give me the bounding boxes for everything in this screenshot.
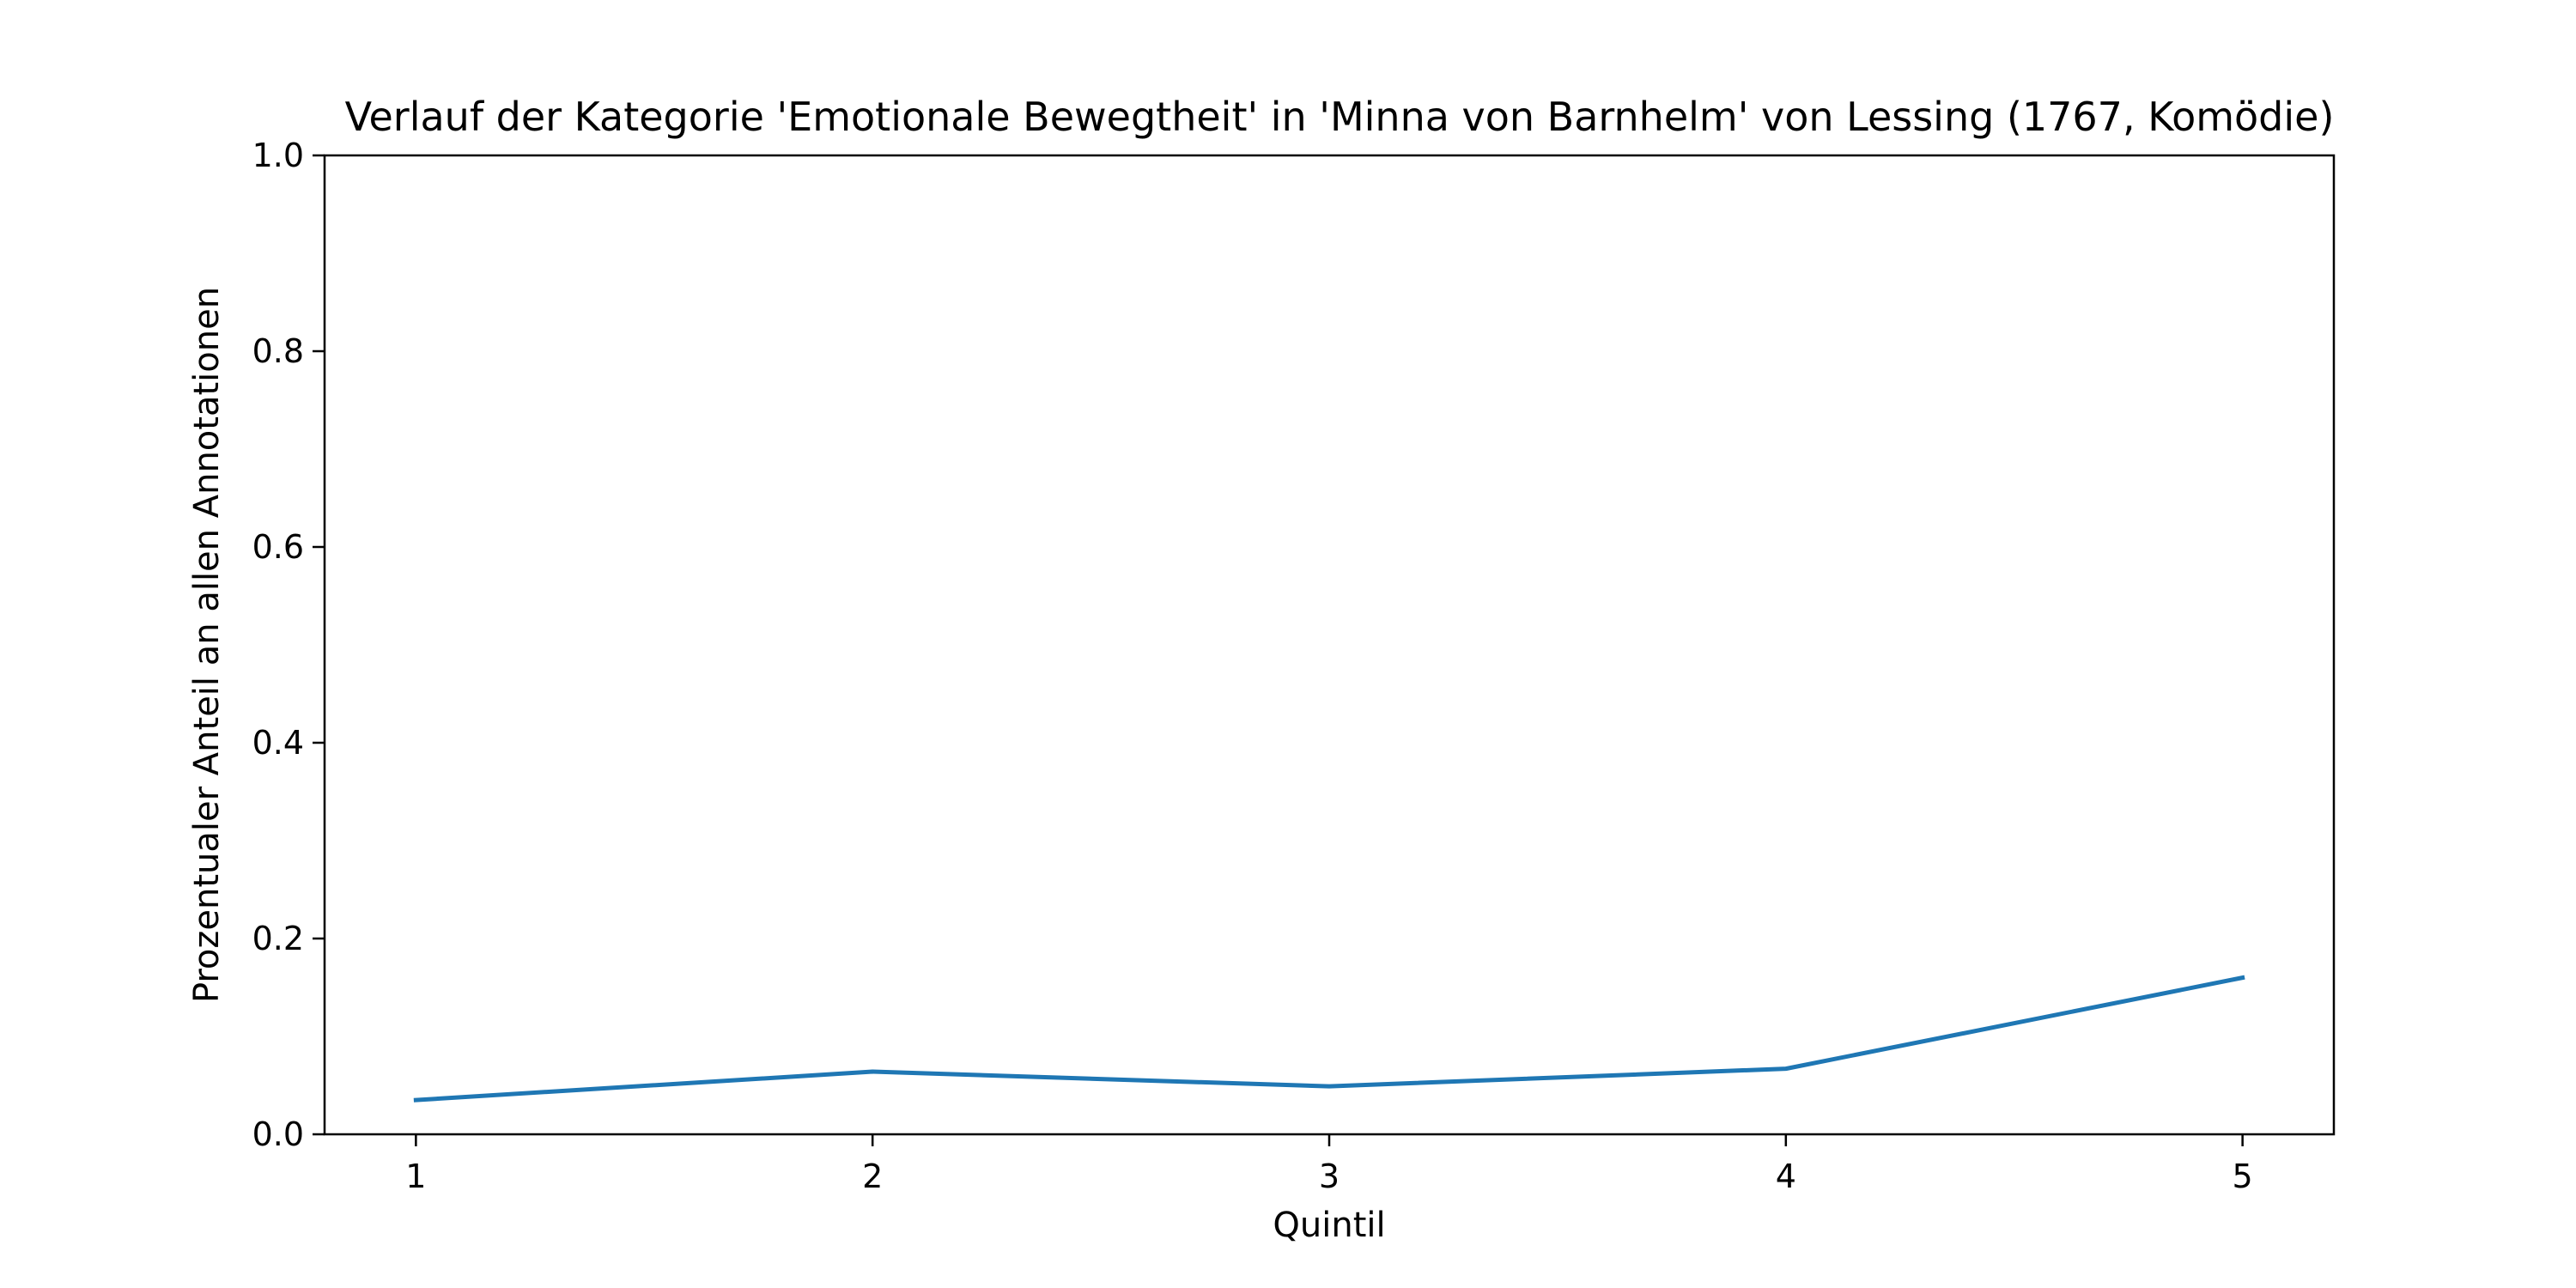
y-tick-label: 0.8	[252, 332, 304, 370]
y-tick-label: 1.0	[252, 137, 304, 174]
x-tick-label: 2	[862, 1157, 883, 1195]
y-tick-label: 0.6	[252, 528, 304, 566]
series-layer	[413, 975, 2245, 1103]
y-tick-label: 0.4	[252, 724, 304, 762]
x-tick-label: 3	[1319, 1157, 1340, 1195]
x-tick-label: 5	[2233, 1157, 2253, 1195]
y-tick-label: 0.2	[252, 920, 304, 957]
y-tick-label: 0.0	[252, 1115, 304, 1153]
x-tick-label: 1	[405, 1157, 426, 1195]
y-axis: 0.0 0.2 0.4 0.6 0.8 1.0	[252, 137, 325, 1153]
chart-title: Verlauf der Kategorie 'Emotionale Bewegt…	[345, 94, 2335, 140]
x-axis: 1 2 3 4 5	[405, 1134, 2253, 1195]
x-tick-label: 4	[1776, 1157, 1796, 1195]
x-axis-label: Quintil	[1273, 1206, 1385, 1245]
y-axis-label: Prozentualer Anteil an allen Annotatione…	[187, 287, 227, 1003]
